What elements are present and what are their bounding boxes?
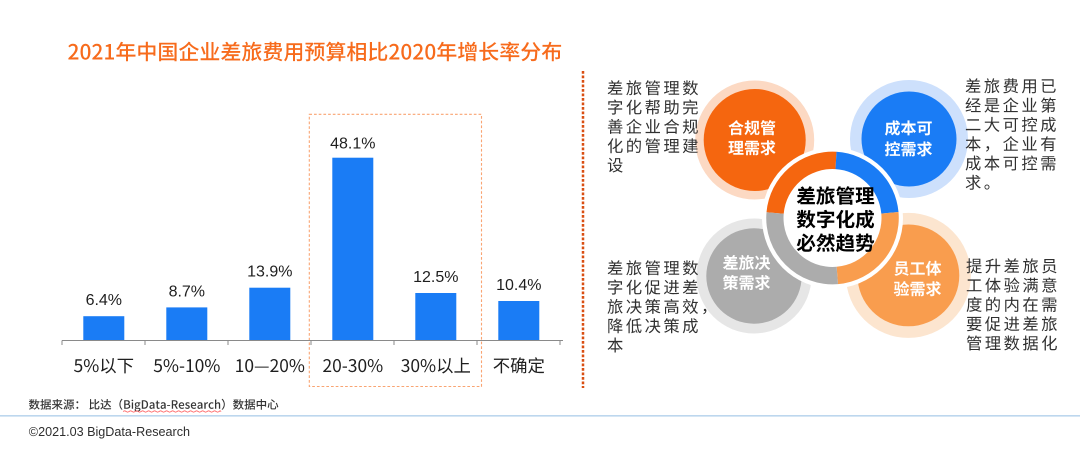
svg-text:48.1%: 48.1% [330, 136, 375, 153]
svg-text:©2021.03 BigData-Research: ©2021.03 BigData-Research [29, 425, 190, 439]
svg-text:6.4%: 6.4% [86, 292, 122, 309]
svg-text:12.5%: 12.5% [413, 269, 458, 286]
svg-text:13.9%: 13.9% [247, 264, 292, 281]
svg-text:8.7%: 8.7% [169, 283, 205, 300]
svg-text:10.4%: 10.4% [496, 277, 541, 294]
